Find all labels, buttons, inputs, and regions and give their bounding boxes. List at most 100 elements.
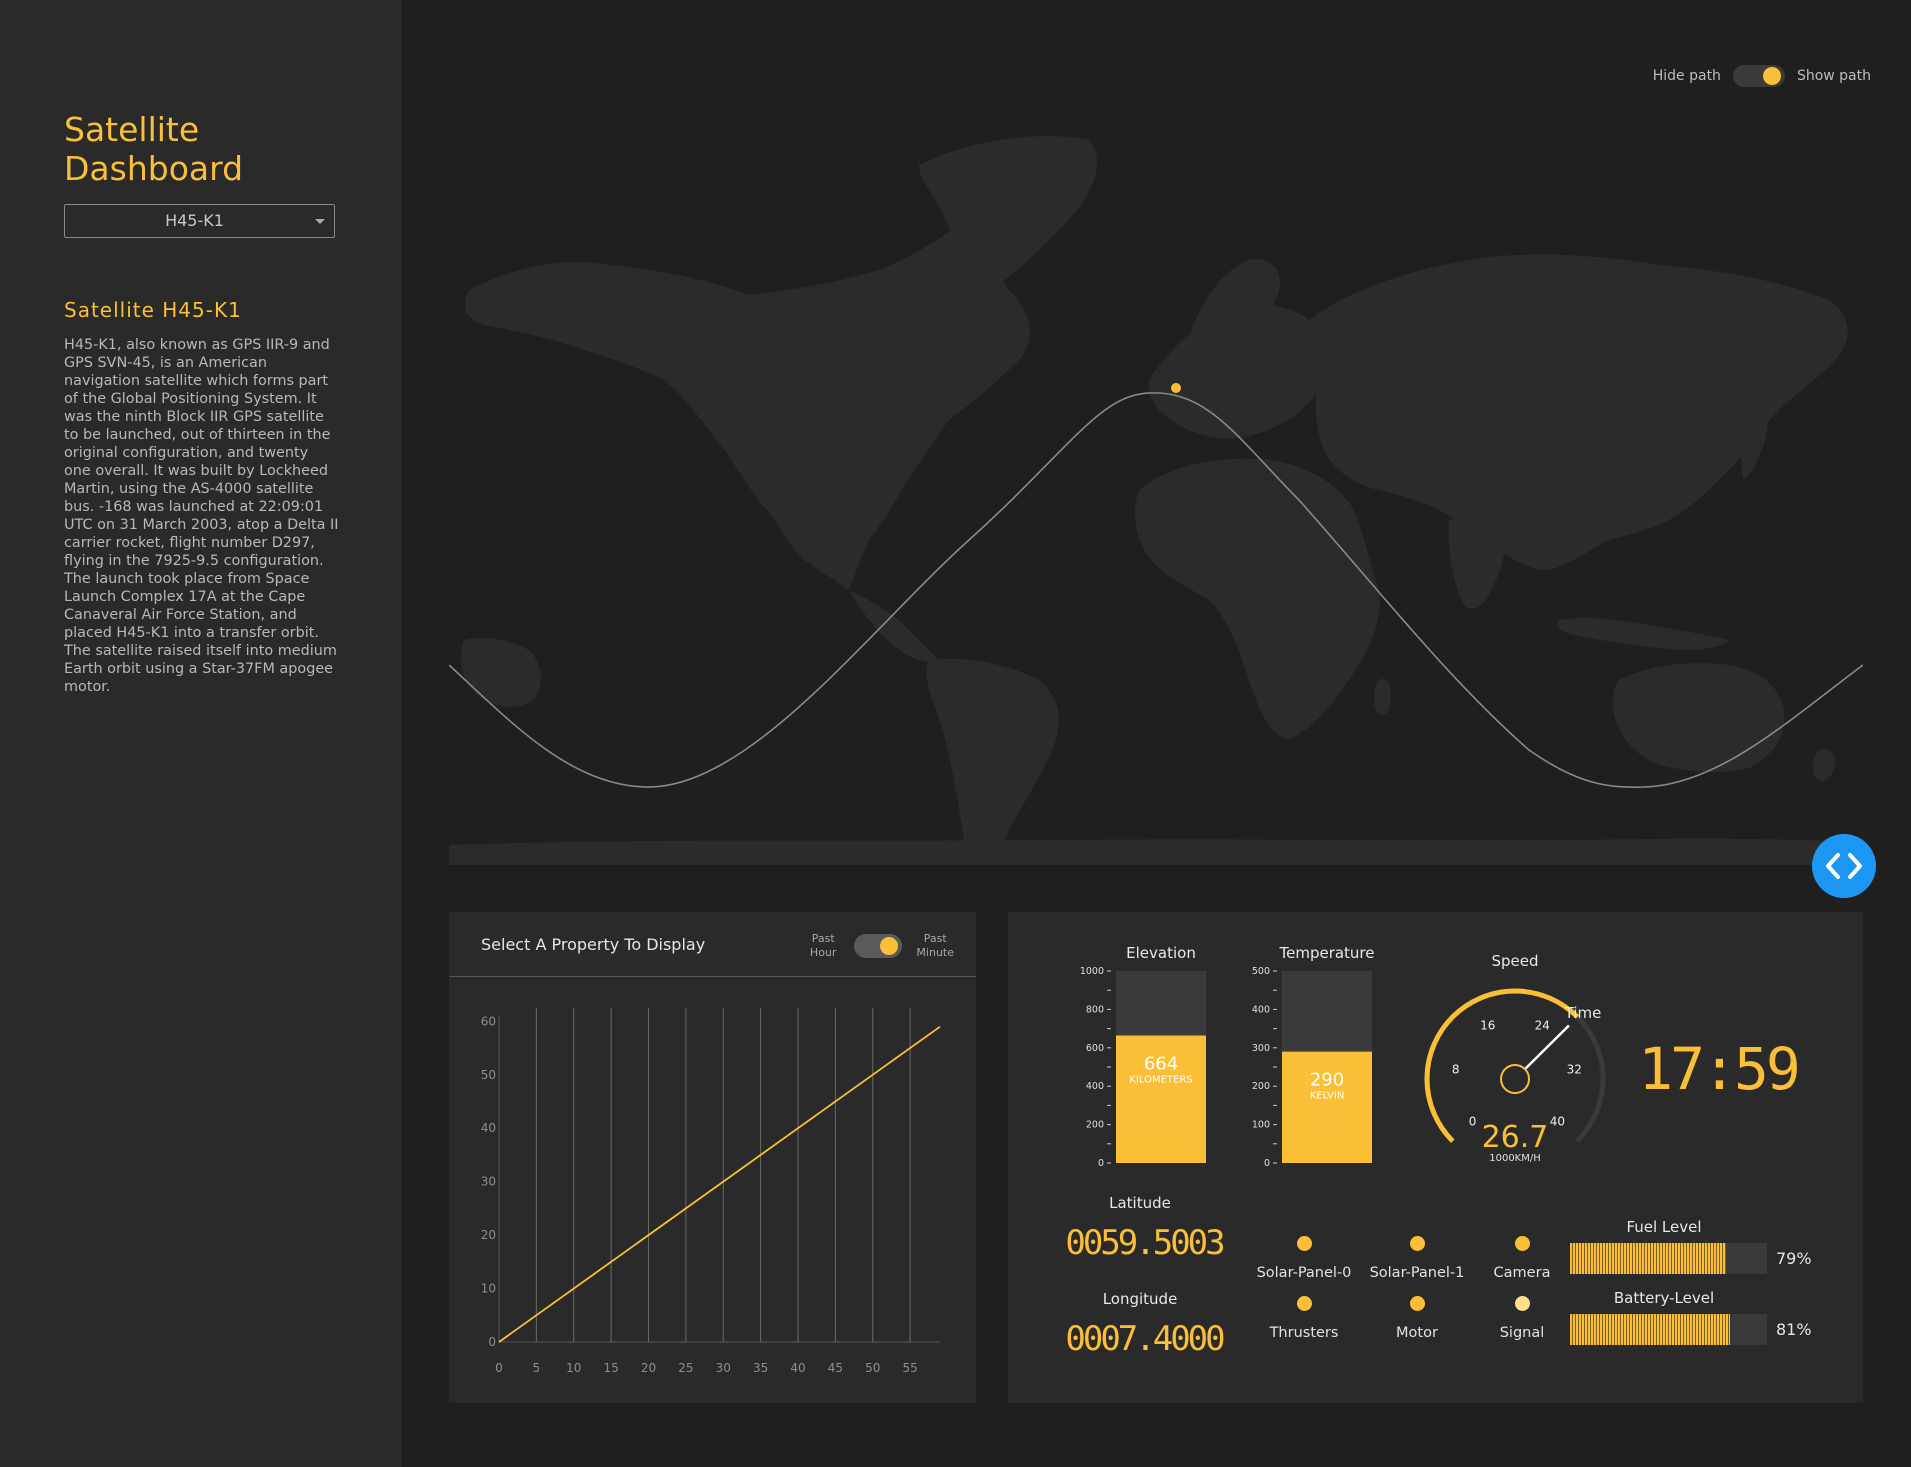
- fuel-level-percent: 79%: [1776, 1249, 1812, 1268]
- status-light-label: Motor: [1396, 1325, 1438, 1341]
- show-path-label[interactable]: Show path: [1796, 68, 1871, 84]
- central-america-shape: [849, 590, 939, 662]
- orbit-path: [449, 392, 1863, 788]
- temperature-tick-label: 0: [1264, 1158, 1270, 1169]
- temperature-unit: KELVIN: [1310, 1091, 1345, 1102]
- speed-value: 26.7: [1482, 1120, 1549, 1155]
- path-toggle: Hide path Show path: [1653, 62, 1871, 90]
- app-title: Satellite Dashboard: [64, 110, 244, 188]
- time-range-switch[interactable]: [854, 934, 903, 958]
- temperature-value: 290: [1310, 1070, 1344, 1091]
- speed-needle: [1524, 1024, 1570, 1071]
- x-tick-label: 0: [495, 1361, 503, 1375]
- telemetry-panel: Elevation 664 KILOMETERS 1000 800 600 400 200 0 T…: [1008, 912, 1863, 1403]
- battery-level-title: Battery-Level: [1613, 1289, 1715, 1307]
- x-tick-label: 30: [716, 1361, 731, 1375]
- longitude-value: 0007.4000: [1065, 1319, 1224, 1359]
- y-tick-label: 30: [481, 1175, 496, 1189]
- new-zealand-shape: [1812, 748, 1836, 782]
- x-tick-label: 10: [566, 1361, 581, 1375]
- latitude-value: 0059.5003: [1065, 1223, 1223, 1263]
- temperature-tick-label: 100: [1252, 1120, 1270, 1131]
- temperature-tick-label: 300: [1252, 1043, 1270, 1054]
- speed-tick-label: 32: [1567, 1063, 1582, 1077]
- status-light-label: Solar-Panel-1: [1369, 1265, 1465, 1281]
- sidebar: Satellite Dashboard H45-K1 Satellite H45…: [0, 0, 402, 1467]
- elevation-tick-label: 600: [1086, 1043, 1104, 1054]
- status-light: [1410, 1236, 1425, 1251]
- scandinavia-shape: [1189, 259, 1280, 352]
- code-icon: [1826, 853, 1862, 879]
- asia-shape: [1309, 254, 1848, 571]
- temperature-tick-label: 500: [1252, 966, 1270, 977]
- satellite-description: H45-K1, also known as GPS IIR-9 and GPS …: [64, 337, 339, 695]
- y-tick-label: 40: [481, 1121, 496, 1135]
- satellite-title: Satellite H45-K1: [64, 298, 242, 322]
- status-light-label: Signal: [1499, 1325, 1545, 1341]
- status-light-label: Solar-Panel-0: [1256, 1265, 1352, 1281]
- chart-panel-title: Select A Property To Display: [481, 935, 706, 954]
- chevron-down-icon: [315, 219, 325, 224]
- temperature-fill: [1282, 1051, 1372, 1163]
- latitude-title: Latitude: [1109, 1194, 1171, 1212]
- status-light: [1410, 1296, 1425, 1311]
- elevation-tick-label: 400: [1086, 1081, 1104, 1092]
- hide-path-label[interactable]: Hide path: [1652, 68, 1721, 84]
- antarctica-shape: [449, 838, 1863, 865]
- series-line: [498, 1025, 941, 1343]
- continents: [449, 136, 1863, 865]
- satellite-select[interactable]: H45-K1: [64, 204, 335, 238]
- longitude-title: Longitude: [1102, 1290, 1178, 1308]
- australia-west-shape: [461, 638, 541, 707]
- fuel-level-fill: [1570, 1243, 1726, 1274]
- y-tick-label: 10: [481, 1282, 496, 1296]
- past-minute-line1: Past: [923, 932, 947, 945]
- toggle-knob: [880, 937, 899, 955]
- elevation-title: Elevation: [1126, 944, 1196, 962]
- japan-shape: [1741, 414, 1768, 480]
- elevation-tick-label: 0: [1098, 1158, 1104, 1169]
- time-range-toggle: Past Hour Past Minute: [810, 932, 954, 960]
- x-tick-label: 40: [790, 1361, 805, 1375]
- temperature-tick-label: 400: [1252, 1004, 1270, 1015]
- north-america-shape: [464, 220, 1030, 590]
- telemetry-gauges: Elevation664KILOMETERS10008006004002000T…: [1065, 944, 1800, 1359]
- status-light: [1515, 1296, 1530, 1311]
- fuel-level-title: Fuel Level: [1626, 1218, 1702, 1236]
- speed-arc-track: [1575, 1015, 1606, 1143]
- past-minute-label[interactable]: Past Minute: [916, 932, 954, 960]
- elevation-tick-label: 1000: [1080, 966, 1104, 977]
- greenland-shape: [919, 136, 1098, 290]
- property-line-chart: 0 5 10 15 20 25 30 35 40 45 50 55 0 10 20 30 40 50 60: [481, 1008, 941, 1375]
- path-toggle-switch[interactable]: [1732, 65, 1785, 87]
- status-light-label: Thrusters: [1269, 1325, 1339, 1341]
- toggle-knob: [1762, 67, 1781, 85]
- speed-title: Speed: [1491, 952, 1538, 970]
- code-toggle-button[interactable]: [1812, 834, 1876, 898]
- past-hour-label[interactable]: Past Hour: [810, 932, 837, 960]
- past-minute-line2: Minute: [916, 946, 954, 959]
- elevation-fill: [1116, 1035, 1206, 1163]
- elevation-tick-label: 200: [1086, 1120, 1104, 1131]
- temperature-tick-label: 200: [1252, 1081, 1270, 1092]
- australia-shape: [1612, 663, 1785, 772]
- status-light: [1297, 1236, 1312, 1251]
- speed-tick-label: 0: [1469, 1114, 1477, 1128]
- x-tick-label: 55: [902, 1361, 917, 1375]
- speed-needle-hub: [1500, 1064, 1530, 1094]
- africa-shape: [1134, 458, 1380, 740]
- elevation-unit: KILOMETERS: [1129, 1075, 1192, 1086]
- indonesia-shape: [1557, 617, 1729, 650]
- x-tick-label: 20: [641, 1361, 656, 1375]
- speed-tick-label: 24: [1535, 1019, 1550, 1033]
- south-america-shape: [926, 658, 1059, 865]
- speed-tick-label: 16: [1480, 1019, 1495, 1033]
- time-title: Time: [1564, 1004, 1602, 1022]
- world-map[interactable]: [449, 120, 1863, 865]
- x-tick-label: 5: [533, 1361, 541, 1375]
- satellite-marker[interactable]: [1171, 383, 1181, 393]
- india-shape: [1448, 518, 1506, 610]
- elevation-tick-label: 800: [1086, 1004, 1104, 1015]
- y-tick-label: 60: [481, 1014, 496, 1028]
- battery-level-percent: 81%: [1776, 1320, 1812, 1339]
